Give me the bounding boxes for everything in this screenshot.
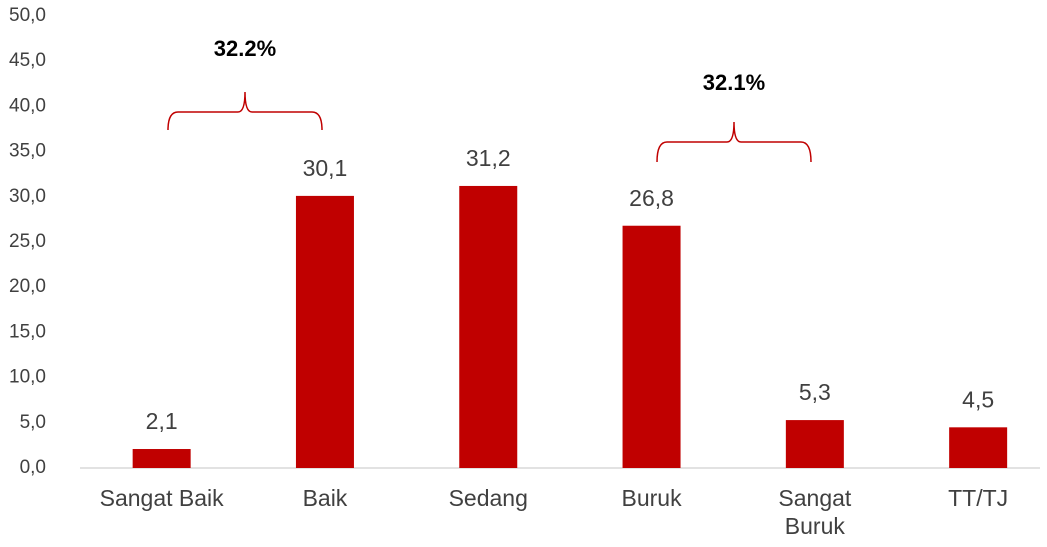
x-tick-label: Sangat Baik	[99, 485, 224, 511]
x-tick-label: Sangat Buruk	[778, 485, 852, 539]
y-tick-label: 40,0	[9, 95, 46, 116]
y-tick-label: 30,0	[9, 186, 46, 207]
y-tick-label: 0,0	[20, 457, 46, 478]
data-label: 5,3	[799, 379, 831, 405]
bar	[459, 185, 518, 468]
y-tick-label: 45,0	[9, 50, 46, 71]
x-tick-label: Buruk	[621, 485, 682, 511]
y-tick-label: 35,0	[9, 141, 46, 162]
data-label: 26,8	[629, 185, 674, 211]
x-tick-label: Baik	[302, 485, 348, 511]
data-label: 2,1	[146, 408, 178, 434]
x-tick-label: TT/TJ	[948, 485, 1009, 511]
bar	[949, 427, 1008, 468]
data-label: 30,1	[303, 155, 348, 181]
bracket	[656, 121, 812, 163]
y-tick-label: 25,0	[9, 231, 46, 252]
y-tick-label: 5,0	[20, 412, 46, 433]
x-tick-label: Sedang	[448, 485, 528, 511]
data-label: 31,2	[466, 145, 511, 171]
bar	[132, 449, 191, 468]
bar	[785, 420, 844, 468]
y-tick-label: 50,0	[9, 5, 46, 26]
y-tick-label: 15,0	[9, 321, 46, 342]
bracket	[167, 91, 323, 131]
annotation: 32.2%	[214, 36, 276, 61]
bar	[295, 195, 354, 468]
y-tick-label: 20,0	[9, 276, 46, 297]
annotation: 32.1%	[703, 70, 765, 95]
y-tick-label: 10,0	[9, 367, 46, 388]
data-label: 4,5	[962, 386, 994, 412]
bar	[622, 225, 681, 468]
